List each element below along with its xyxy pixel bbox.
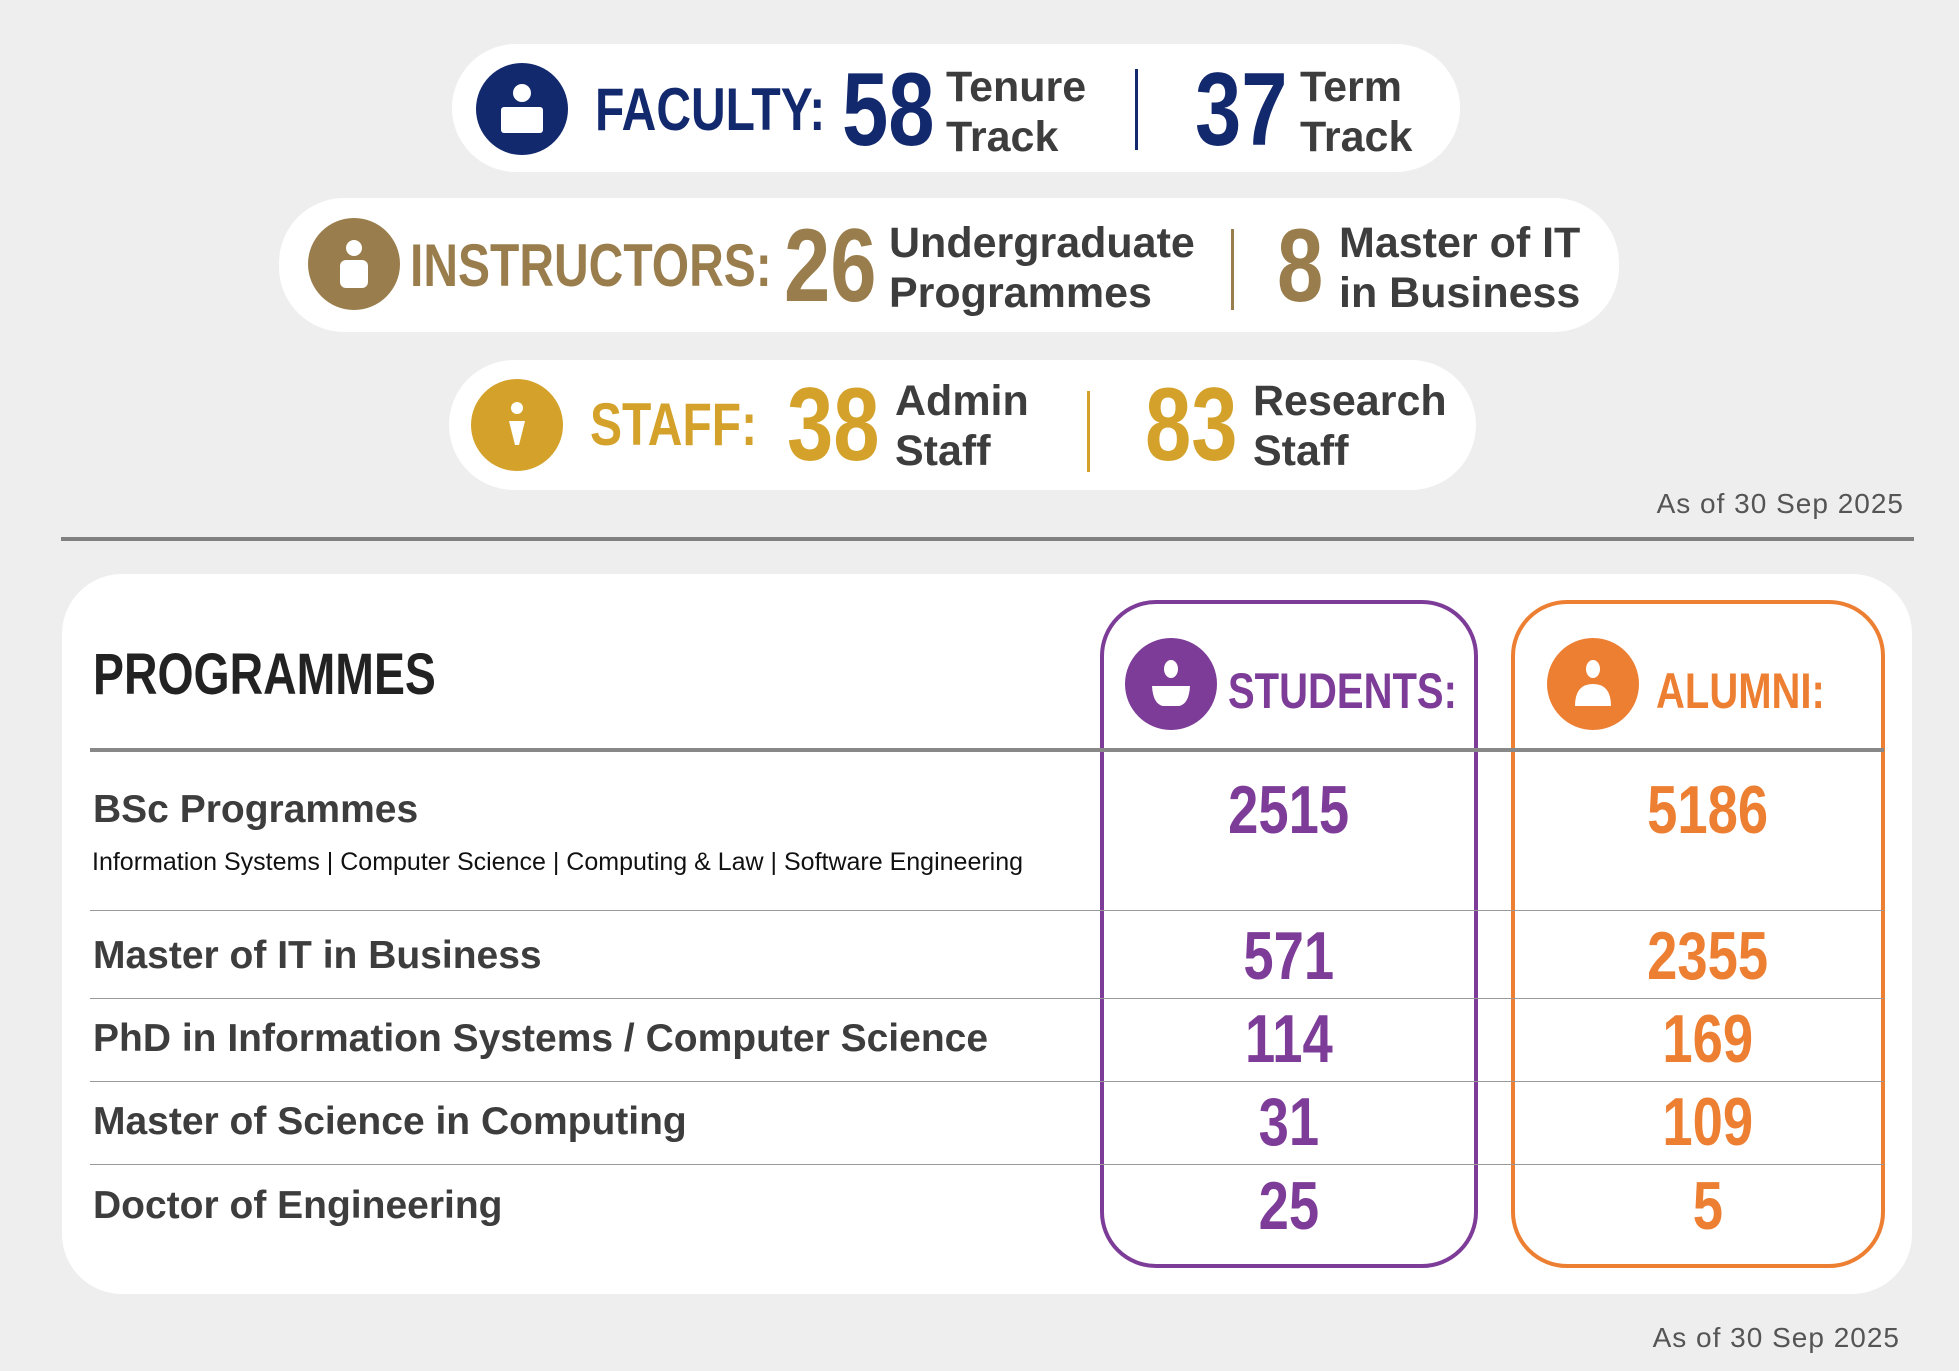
instructors-mitb-count: 8 bbox=[1277, 208, 1324, 324]
row-deng-alumni: 5 bbox=[1692, 1168, 1724, 1244]
as-of-date-top: As of 30 Sep 2025 bbox=[1656, 488, 1904, 519]
students-person-icon bbox=[1125, 638, 1217, 730]
row-phd-students: 114 bbox=[1245, 1001, 1333, 1077]
faculty-pill: FACULTY: 58 Tenure Track 37 Term Track bbox=[452, 44, 1460, 172]
alumni-column bbox=[1511, 600, 1885, 1268]
row-mitb-name: Master of IT in Business bbox=[93, 934, 542, 977]
faculty-tenure-label: Tenure Track bbox=[946, 63, 1087, 161]
faculty-term-count: 37 bbox=[1195, 52, 1288, 168]
staff-research-count: 83 bbox=[1145, 367, 1238, 483]
row-divider bbox=[90, 998, 1884, 999]
row-phd-alumni: 169 bbox=[1662, 1001, 1754, 1077]
header-divider bbox=[90, 748, 1884, 752]
faculty-tenure-count: 58 bbox=[842, 52, 935, 168]
divider bbox=[1231, 229, 1234, 310]
row-msc-alumni: 109 bbox=[1662, 1084, 1754, 1160]
row-phd-name: PhD in Information Systems / Computer Sc… bbox=[93, 1017, 989, 1060]
row-msc-students: 31 bbox=[1258, 1084, 1320, 1160]
staff-person-icon bbox=[471, 379, 563, 471]
row-deng-name: Doctor of Engineering bbox=[93, 1184, 503, 1227]
staff-research-label: Research Staff bbox=[1253, 377, 1447, 475]
alumni-person-icon bbox=[1547, 638, 1639, 730]
row-mitb-students: 571 bbox=[1243, 918, 1335, 994]
students-column bbox=[1100, 600, 1478, 1268]
divider bbox=[1087, 391, 1090, 472]
as-of-date-bottom: As of 30 Sep 2025 bbox=[1652, 1322, 1900, 1353]
faculty-label: FACULTY: bbox=[595, 76, 826, 143]
programmes-title: PROGRAMMES bbox=[93, 642, 436, 707]
faculty-term-label: Term Track bbox=[1300, 63, 1413, 161]
staff-pill: STAFF: 38 Admin Staff 83 Research Staff bbox=[449, 360, 1476, 490]
row-bsc-name: BSc Programmes bbox=[93, 788, 419, 831]
section-divider bbox=[61, 537, 1914, 541]
faculty-person-icon bbox=[476, 63, 568, 155]
divider bbox=[1135, 69, 1138, 150]
row-mitb-alumni: 2355 bbox=[1647, 918, 1769, 994]
instructors-pill: INSTRUCTORS: 26 Undergraduate Programmes … bbox=[279, 198, 1619, 332]
staff-admin-label: Admin Staff bbox=[895, 377, 1029, 475]
row-bsc-subtitle: Information Systems | Computer Science |… bbox=[92, 848, 1024, 876]
instructors-person-icon bbox=[308, 218, 400, 310]
instructors-ug-label: Undergraduate Programmes bbox=[889, 219, 1195, 317]
staff-label: STAFF: bbox=[590, 391, 758, 458]
row-divider bbox=[90, 1164, 1884, 1165]
row-divider bbox=[90, 910, 1884, 911]
row-bsc-alumni: 5186 bbox=[1647, 772, 1769, 848]
row-msc-name: Master of Science in Computing bbox=[93, 1100, 687, 1143]
instructors-ug-count: 26 bbox=[784, 208, 877, 324]
row-bsc-students: 2515 bbox=[1228, 772, 1350, 848]
instructors-label: INSTRUCTORS: bbox=[410, 232, 772, 299]
staff-admin-count: 38 bbox=[787, 367, 880, 483]
alumni-label: ALUMNI: bbox=[1656, 663, 1825, 719]
row-deng-students: 25 bbox=[1258, 1168, 1320, 1244]
row-divider bbox=[90, 1081, 1884, 1082]
instructors-mitb-label: Master of IT in Business bbox=[1339, 219, 1581, 317]
students-label: STUDENTS: bbox=[1228, 663, 1457, 719]
